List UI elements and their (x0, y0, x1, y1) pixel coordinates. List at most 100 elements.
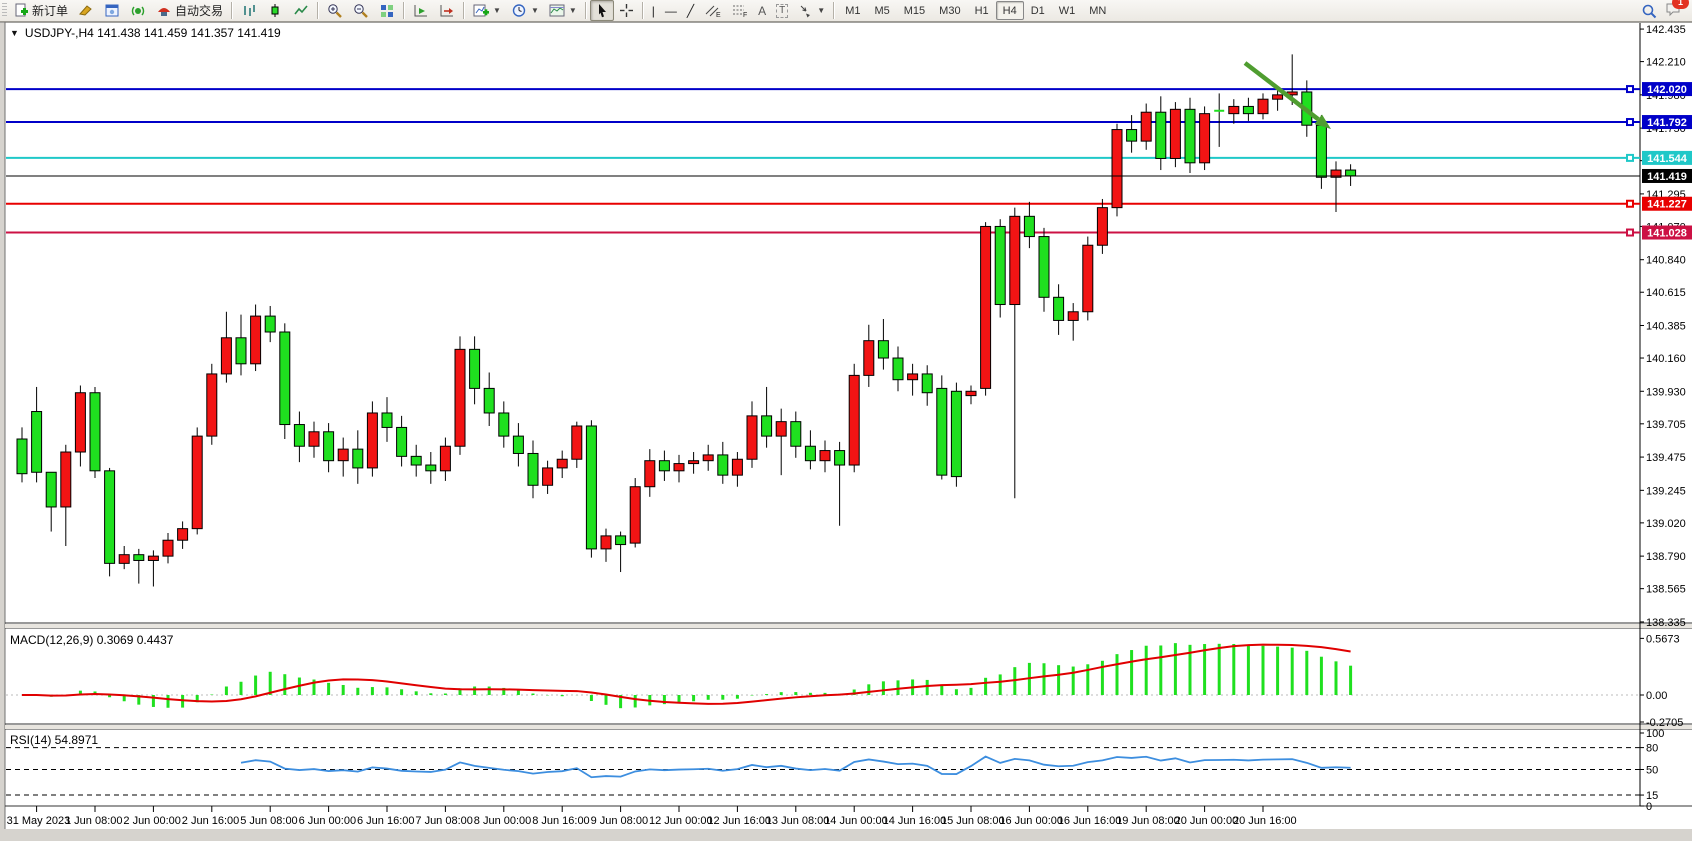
bull-candle (688, 460, 700, 465)
crosshair-icon (619, 4, 633, 17)
macd-axis-label: 0.5673 (1646, 633, 1680, 645)
panel-splitter[interactable] (5, 624, 1692, 628)
line-handle[interactable] (1626, 228, 1634, 237)
timeframe-button-D1[interactable]: D1 (1030, 4, 1045, 17)
new-order-icon (15, 3, 28, 17)
trend-arrow-annotation[interactable] (1243, 61, 1320, 122)
text-tool-button[interactable]: A (753, 0, 771, 21)
bull-candle (439, 445, 451, 472)
auto-trading-icon (158, 8, 171, 16)
dropdown-caret-icon: ▼ (817, 6, 826, 15)
time-axis-label: 14 Jun 00:00 (824, 815, 888, 827)
bull-candle (1140, 111, 1152, 142)
bear-candle (892, 357, 904, 381)
vertical-line-button[interactable]: | (647, 0, 660, 21)
candlestick-chart-icon (271, 4, 279, 17)
timeframe-button-W1[interactable]: W1 (1058, 4, 1076, 17)
timeframe-button-M30[interactable]: M30 (939, 4, 961, 17)
zoom-in-icon (328, 4, 342, 18)
auto-trading-button[interactable]: 自动交易 (151, 0, 228, 21)
bull-candle (965, 390, 977, 397)
charts-profile-button[interactable] (73, 0, 99, 21)
cursor-icon (598, 4, 606, 18)
chart-shift-button[interactable] (434, 0, 460, 21)
bear-candle (936, 387, 948, 476)
toolbar-drag-handle[interactable] (2, 3, 7, 18)
line-price-label (1642, 150, 1692, 165)
timeframe-button-M5[interactable]: M5 (874, 4, 890, 17)
time-axis-label: 2 Jun 00:00 (123, 815, 180, 827)
line-handle[interactable] (1626, 199, 1634, 208)
bear-candle (410, 455, 422, 466)
time-axis-label: 19 Jun 08:00 (1116, 815, 1180, 827)
trend-arrow-head[interactable] (1314, 114, 1331, 130)
line-chart-button[interactable] (288, 0, 314, 21)
bear-candle (1242, 105, 1254, 115)
price-axis-tick-label: 140.160 (1646, 353, 1686, 365)
bear-candle (425, 464, 437, 472)
price-axis-tick-label: 138.790 (1646, 551, 1686, 563)
price-axis-tick-label: 139.020 (1646, 518, 1686, 530)
timeframe-button-H4[interactable]: H4 (995, 1, 1024, 20)
line-handle[interactable] (1626, 85, 1634, 94)
text-label-button[interactable]: T (771, 0, 793, 21)
timeframe-button-MN[interactable]: MN (1089, 4, 1107, 17)
horizontal-line-icon: — (664, 3, 677, 18)
search-icon[interactable] (1641, 3, 1657, 19)
cursor-button[interactable] (589, 0, 614, 21)
arrows-tool-button[interactable]: ▼ (793, 0, 830, 21)
bull-candle (556, 458, 568, 469)
timeframe-button-M15[interactable]: M15 (903, 4, 926, 17)
dropdown-caret-icon: ▼ (493, 6, 501, 15)
timeframe-button-M1[interactable]: M1 (845, 4, 861, 17)
current-price-label (1642, 168, 1692, 183)
bull-candle (191, 435, 203, 530)
zoom-out-button[interactable] (348, 0, 374, 21)
zoom-in-button[interactable] (322, 0, 348, 21)
bear-candle (235, 337, 247, 365)
rsi-line (240, 755, 1351, 779)
indicators-button[interactable]: ▼ (468, 0, 506, 21)
fibonacci-button[interactable]: F (726, 0, 753, 21)
macd-indicator-label: MACD(12,26,9) 0.3069 0.4437 (10, 633, 174, 647)
line-handle[interactable] (1626, 118, 1634, 127)
price-axis-tick-label: 140.615 (1646, 287, 1686, 299)
template-button[interactable]: ▼ (544, 0, 582, 21)
bear-candle (293, 424, 305, 447)
bear-candle (498, 412, 510, 437)
horizontal-line-button[interactable]: — (660, 0, 682, 21)
bar-chart-button[interactable] (236, 0, 262, 21)
rsi-axis-label: 50 (1646, 765, 1658, 777)
line-price-label (1642, 115, 1692, 130)
auto-scroll-button[interactable] (408, 0, 434, 21)
bear-candle (483, 387, 495, 414)
crosshair-button[interactable] (614, 0, 639, 21)
channel-button[interactable]: E (699, 0, 726, 21)
candlestick-chart-button[interactable] (262, 0, 288, 21)
price-axis-tick-label: 142.435 (1646, 24, 1686, 36)
bull-candle (206, 373, 218, 437)
bull-candle (308, 431, 320, 447)
tile-windows-button[interactable] (374, 0, 400, 21)
bear-candle (133, 554, 145, 561)
market-watch-button[interactable] (99, 0, 125, 21)
line-handle[interactable] (1626, 153, 1634, 162)
toolbar-separator (317, 2, 320, 19)
dropdown-caret-icon: ▼ (530, 6, 539, 15)
trendline-icon: ╱ (686, 3, 695, 18)
collapse-arrow-icon[interactable]: ▼ (10, 28, 19, 38)
notifications-button[interactable]: 1 (1665, 0, 1689, 20)
bull-candle (366, 412, 378, 469)
panel-splitter[interactable] (5, 725, 1692, 729)
price-axis-tick-label: 139.245 (1646, 485, 1686, 497)
timeframe-button-H1[interactable]: H1 (974, 4, 989, 17)
bull-candle (1111, 129, 1123, 209)
periods-button[interactable]: ▼ (506, 0, 544, 21)
new-order-button[interactable]: 新订单 (9, 0, 73, 21)
strategy-tester-button[interactable] (125, 0, 151, 21)
price-axis-tick-label: 142.210 (1646, 57, 1686, 69)
auto-scroll-icon (414, 5, 428, 17)
trendline-button[interactable]: ╱ (682, 0, 699, 21)
